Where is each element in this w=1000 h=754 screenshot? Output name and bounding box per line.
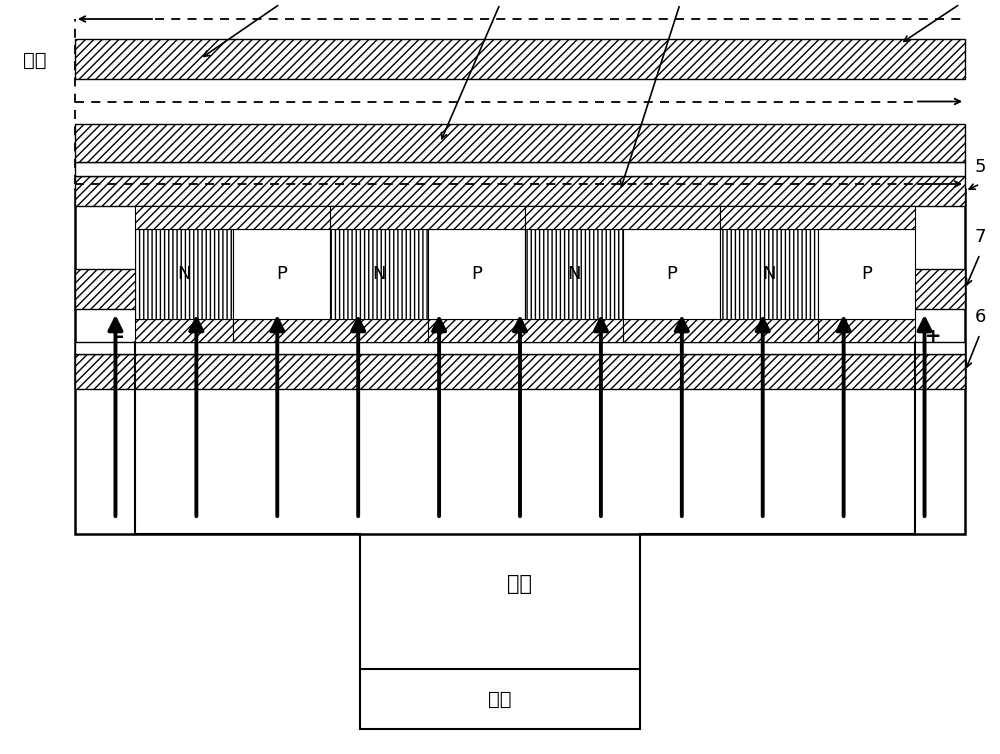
Bar	[330, 206, 525, 229]
Text: N: N	[372, 265, 386, 283]
Text: 7: 7	[974, 228, 986, 246]
Bar	[330, 229, 428, 319]
Bar	[360, 669, 640, 729]
Bar	[75, 176, 965, 206]
Bar	[75, 162, 965, 176]
Bar	[525, 229, 622, 319]
Text: P: P	[666, 265, 677, 283]
Text: +: +	[925, 327, 941, 347]
Text: 热流: 热流	[508, 574, 532, 594]
Bar	[428, 229, 525, 319]
Bar	[720, 206, 915, 229]
Bar	[135, 229, 232, 319]
Text: 负载: 负载	[488, 689, 512, 709]
Bar	[428, 319, 622, 342]
Bar	[525, 206, 720, 229]
Bar	[75, 189, 965, 534]
Bar	[232, 229, 330, 319]
Bar	[75, 269, 965, 309]
Bar	[720, 229, 818, 319]
Bar	[75, 124, 965, 162]
Text: 6: 6	[974, 308, 986, 326]
Bar	[75, 39, 965, 79]
Bar	[232, 319, 428, 342]
Bar	[75, 342, 965, 354]
Bar	[818, 319, 915, 342]
Text: P: P	[471, 265, 482, 283]
Text: 燃料: 燃料	[23, 51, 47, 70]
Bar	[75, 354, 965, 389]
Text: 5: 5	[974, 158, 986, 176]
Text: N: N	[567, 265, 580, 283]
Bar	[135, 206, 330, 229]
Bar	[622, 319, 818, 342]
Bar	[622, 229, 720, 319]
Text: -: -	[116, 327, 124, 347]
Bar	[135, 319, 232, 342]
Text: P: P	[861, 265, 872, 283]
Bar	[818, 229, 915, 319]
Text: N: N	[177, 265, 190, 283]
Text: P: P	[276, 265, 287, 283]
Text: N: N	[762, 265, 776, 283]
